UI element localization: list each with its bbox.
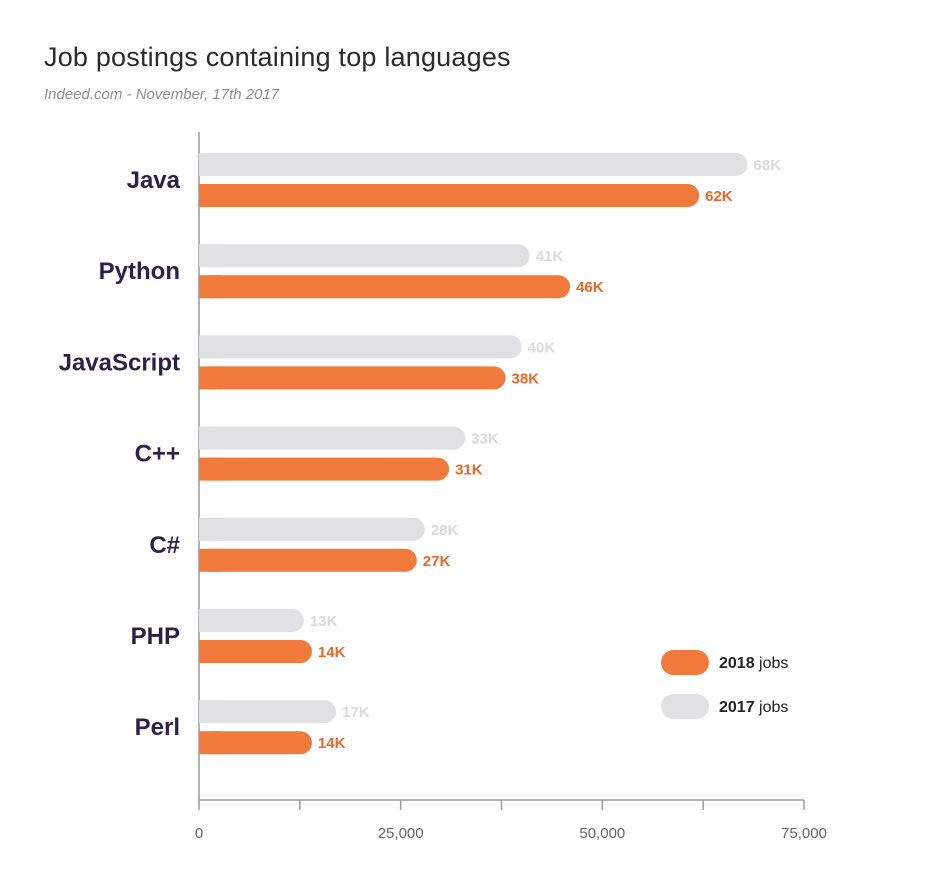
bar-2018-base: [199, 366, 222, 390]
bar-2017-base: [199, 517, 222, 541]
x-tick-label: 50,000: [579, 825, 625, 842]
data-label-2018: 14K: [318, 644, 346, 661]
bar-2018: [199, 275, 571, 299]
bar-2018: [199, 731, 312, 755]
data-label-2018: 38K: [512, 370, 540, 387]
data-label-2018: 14K: [318, 735, 346, 752]
bar-2018: [199, 640, 312, 663]
bar-2018-base: [199, 184, 222, 207]
bar-2017-base: [199, 426, 222, 450]
data-label-2017: 40K: [528, 339, 556, 356]
category-label: Java: [127, 167, 181, 194]
legend-suffix: jobs: [755, 655, 789, 672]
legend-year: 2017: [719, 699, 755, 716]
bar-2018: [199, 366, 506, 390]
bar-2017-base: [199, 609, 222, 632]
category-label: C++: [135, 441, 180, 468]
data-label-2018: 62K: [705, 188, 733, 205]
x-tick-label: 0: [195, 825, 203, 842]
category-label: Python: [99, 258, 180, 285]
bar-2018-base: [199, 731, 222, 755]
category-label: C#: [149, 532, 180, 559]
bars-layer: Java 68K 62K Python 41K 46K JavaScript 40K 38K C+…: [59, 153, 782, 755]
legend-swatch: [661, 650, 709, 675]
data-label-2017: 33K: [471, 431, 499, 448]
legend-item-2017: 2017 jobs: [661, 694, 788, 719]
chart-subtitle: Indeed.com - November, 17th 2017: [44, 86, 280, 103]
bar-2017: [199, 153, 748, 176]
data-label-2017: 28K: [431, 522, 459, 539]
chart-title: Job postings containing top languages: [44, 42, 511, 72]
bar-2017: [199, 517, 425, 541]
bar-2017-base: [199, 335, 222, 359]
bar-2017-base: [199, 700, 222, 724]
legend-label: 2018 jobs: [719, 655, 788, 672]
data-label-2017: 17K: [342, 704, 370, 721]
bar-2017: [199, 244, 530, 268]
legend-year: 2018: [719, 655, 755, 672]
bar-2018-base: [199, 548, 222, 572]
data-label-2017: 13K: [310, 613, 338, 630]
data-label-2017: 68K: [754, 157, 782, 174]
bar-2018: [199, 548, 417, 572]
data-label-2018: 31K: [455, 462, 483, 479]
category-label: PHP: [131, 623, 180, 650]
data-label-2017: 41K: [536, 248, 564, 265]
legend-suffix: jobs: [755, 699, 789, 716]
legend-item-2018: 2018 jobs: [661, 650, 788, 675]
x-tick-label: 25,000: [378, 825, 424, 842]
bar-2018-base: [199, 457, 222, 481]
category-label: Perl: [135, 714, 180, 741]
bar-2018: [199, 184, 700, 207]
category-label: JavaScript: [59, 349, 180, 376]
legend-swatch: [661, 694, 709, 719]
bar-2017: [199, 426, 466, 450]
data-label-2018: 46K: [576, 279, 604, 296]
bar-2018-base: [199, 275, 222, 299]
data-label-2018: 27K: [423, 553, 451, 570]
bar-2017: [199, 335, 522, 359]
bar-2018-base: [199, 640, 222, 663]
bar-2017: [199, 609, 304, 632]
legend-label: 2017 jobs: [719, 699, 788, 716]
bar-2018: [199, 457, 450, 481]
x-tick-label: 75,000: [781, 825, 827, 842]
bar-2017-base: [199, 153, 222, 176]
bar-2017: [199, 700, 337, 724]
bar-2017-base: [199, 244, 222, 268]
